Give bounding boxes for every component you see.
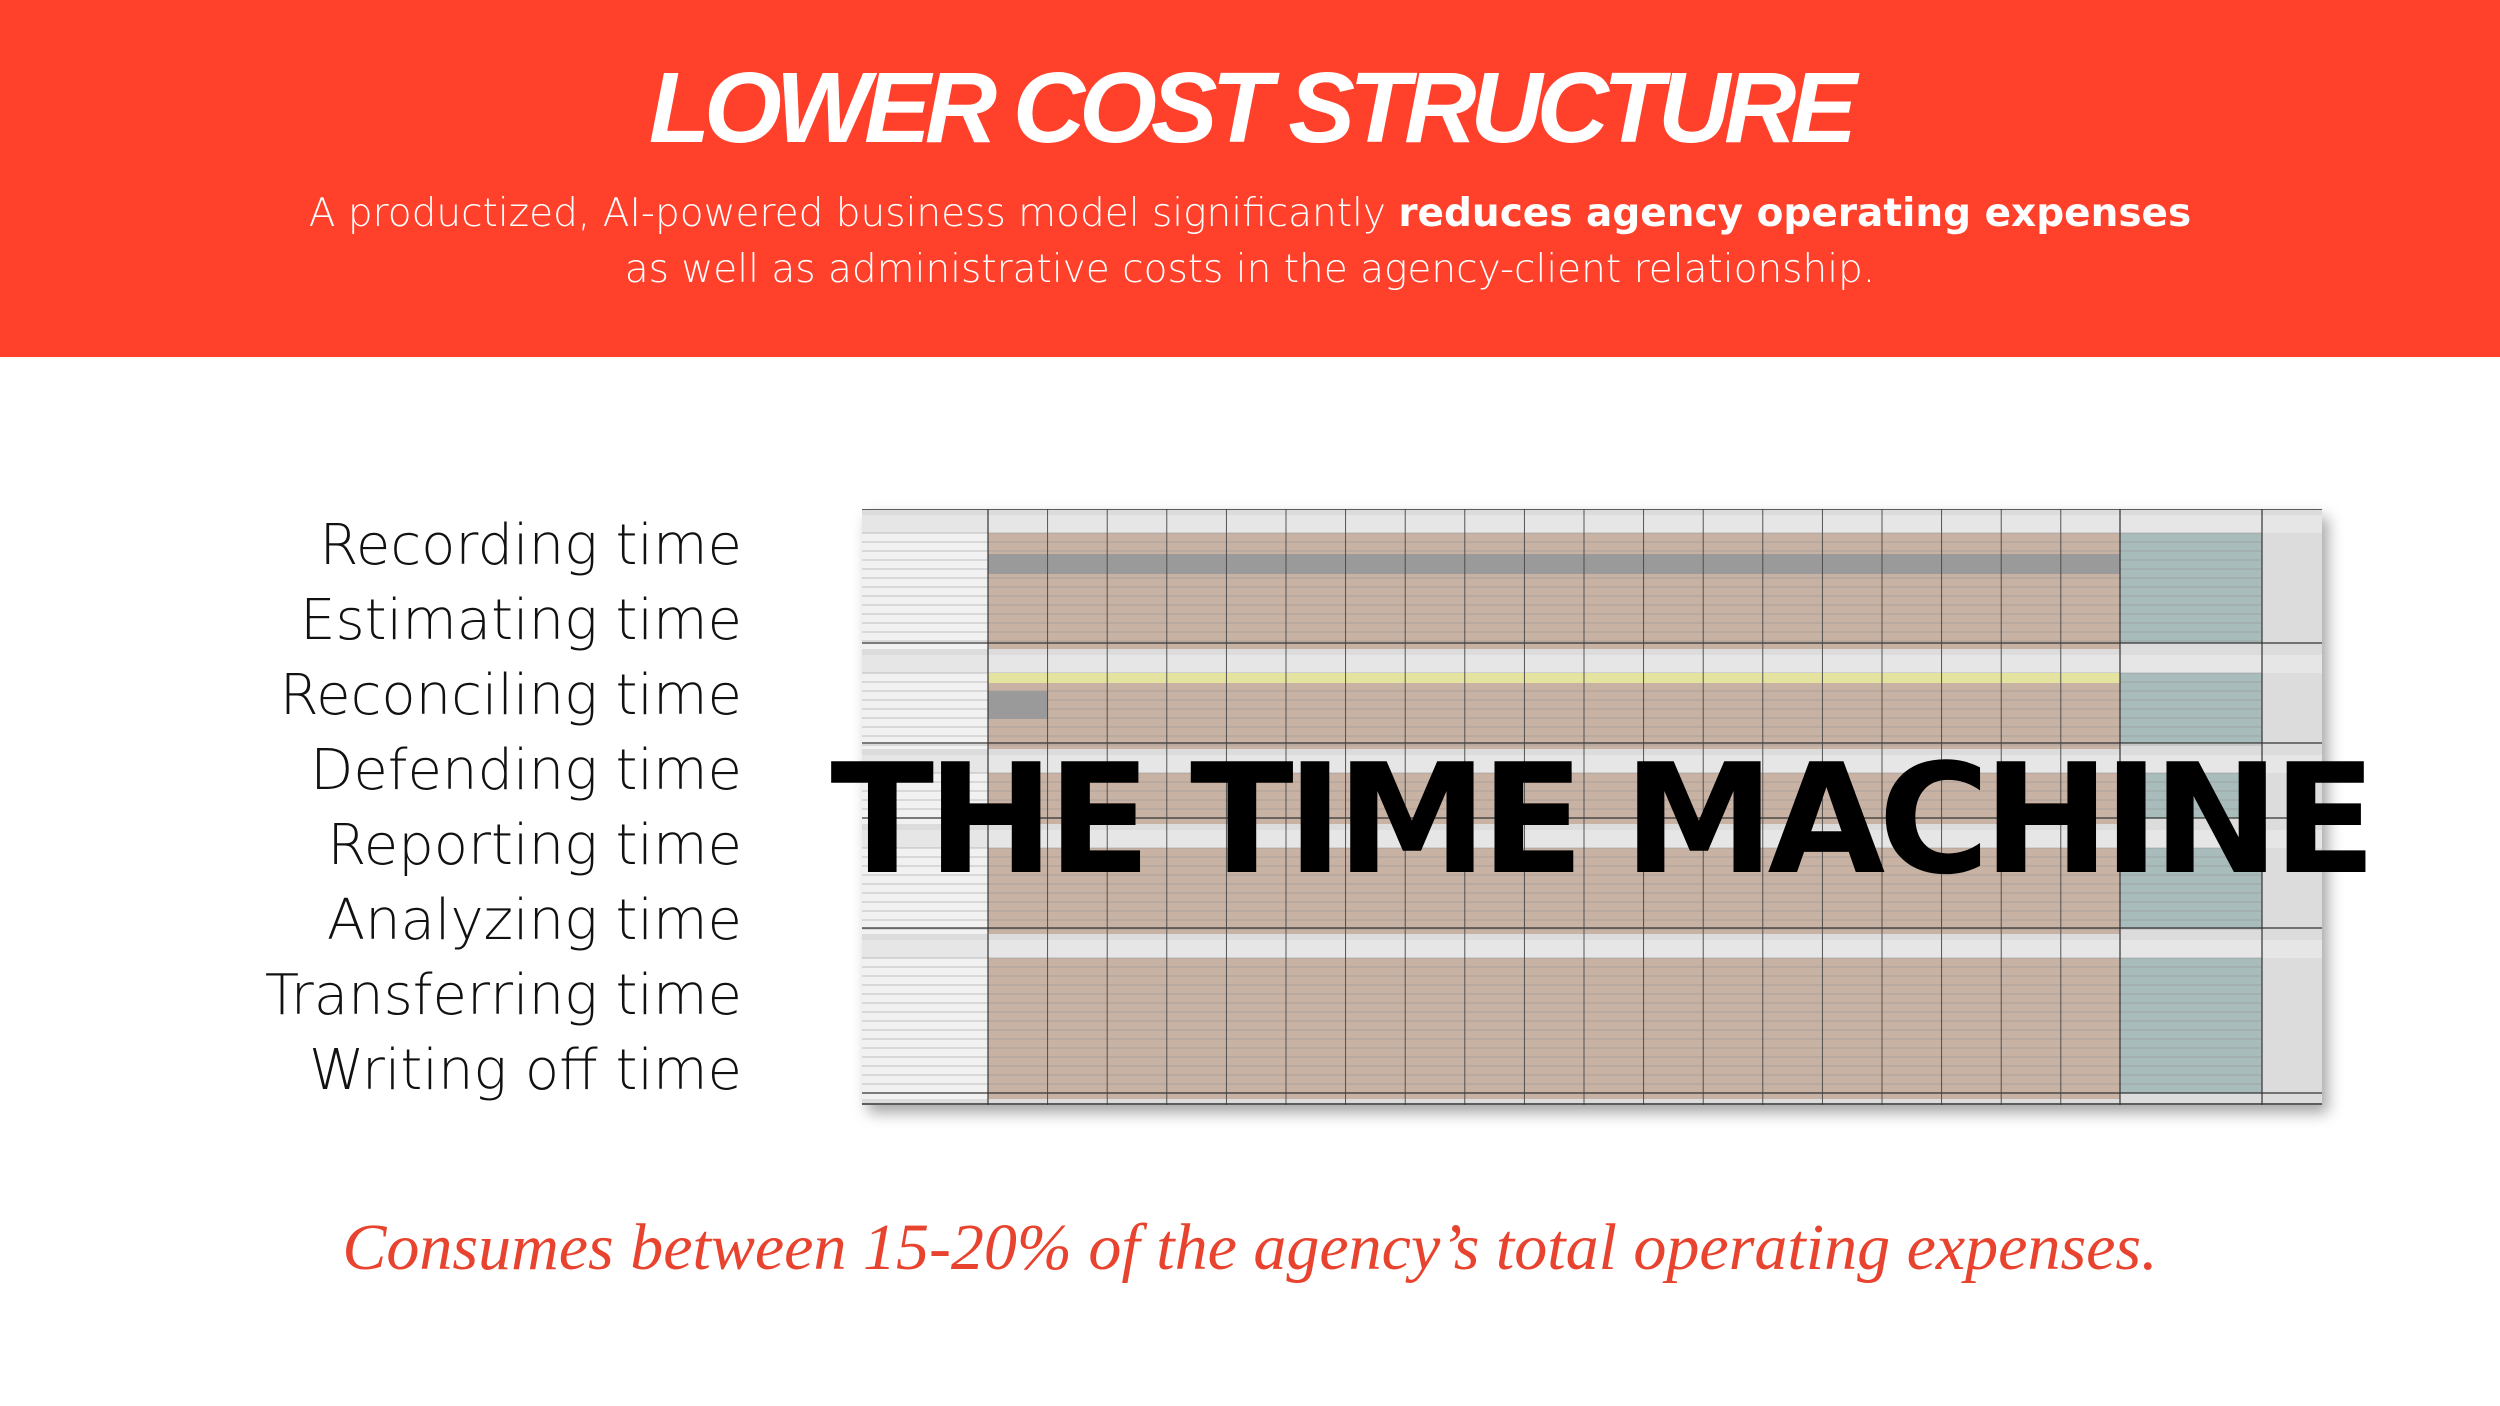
subtitle-line-2: as well as administrative costs in the a… [624, 247, 1876, 292]
time-item: Reconciling time [279, 663, 742, 728]
time-item: Reporting time [327, 813, 742, 878]
page-subtitle: A productized, AI-powered business model… [0, 186, 2500, 298]
page-title: LOWER COST STRUCTURE [648, 52, 1857, 164]
time-item: Recording time [319, 513, 742, 578]
time-list: Recording time Estimating time Reconcili… [150, 508, 742, 1108]
footer-statement: Consumes between 15-20% of the agency’s … [342, 1211, 2158, 1284]
subtitle-emphasis: reduces agency operating expenses [1398, 191, 2192, 236]
subtitle-text: A productized, AI-powered business model… [308, 191, 1399, 236]
time-machine-title: THE TIME MACHINE [830, 731, 2376, 908]
header-banner: LOWER COST STRUCTURE A productized, AI-p… [0, 0, 2500, 357]
spreadsheet-graphic [862, 509, 2322, 1105]
time-item: Analyzing time [326, 888, 742, 953]
time-item: Defending time [310, 738, 742, 803]
time-item: Transferring time [264, 963, 742, 1028]
time-item: Estimating time [300, 588, 742, 653]
time-item: Writing off time [308, 1038, 742, 1103]
spreadsheet-image [862, 509, 2322, 1105]
